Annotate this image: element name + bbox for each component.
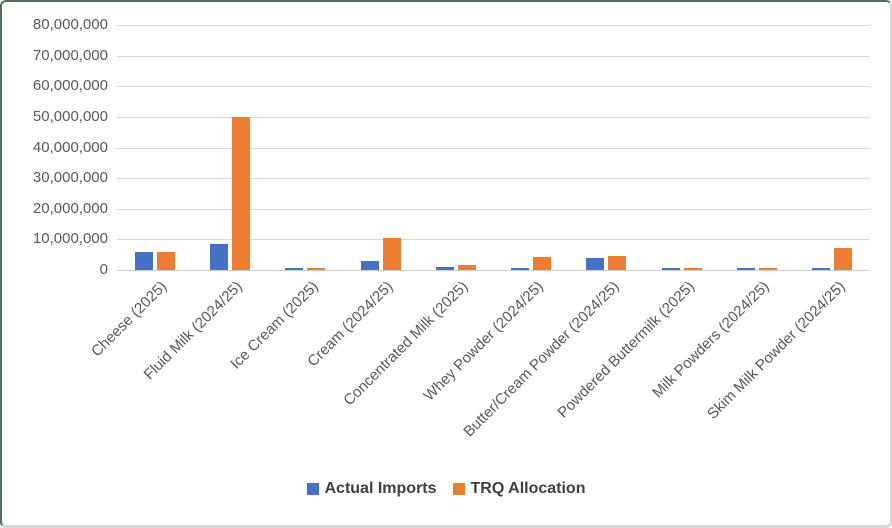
x-axis-label-text: Concentrated Milk (2025) [340,278,472,410]
bar-group [192,25,267,270]
bar-trq-allocation [683,267,702,270]
legend-label-actual-imports: Actual Imports [324,480,437,497]
y-tick-label: 40,000,000 [32,138,108,156]
legend-label-trq-allocation: TRQ Allocation [470,480,586,497]
gridline [117,116,870,118]
bar-actual-imports [209,243,228,270]
gridline [117,147,870,149]
x-axis-label-text: Butter/Cream Powder (2024/25) [460,278,623,441]
bar-actual-imports [285,267,304,270]
bar-actual-imports [134,251,153,270]
bar-group [719,25,794,270]
bar-actual-imports [586,257,605,270]
bar-trq-allocation [156,251,175,270]
bar-trq-allocation [533,256,552,270]
bar-trq-allocation [834,247,853,270]
gridline [117,55,870,57]
bar-group [795,25,870,270]
gridline [117,208,870,210]
x-axis-label-text: Powdered Buttermilk (2025) [554,278,698,422]
bar-actual-imports [511,267,530,270]
bar-actual-imports [360,261,379,270]
gridline [117,25,870,26]
bar-group [268,25,343,270]
legend-swatch-trq-allocation [452,483,465,495]
legend: Actual Imports TRQ Allocation [2,480,890,498]
bar-group [493,25,568,270]
bar-trq-allocation [608,255,627,270]
y-tick-label: 60,000,000 [32,77,108,95]
x-axis-line [117,270,870,271]
bar-trq-allocation [759,267,778,270]
bar-actual-imports [737,267,756,270]
y-tick-label: 30,000,000 [32,169,108,187]
bar-trq-allocation [231,116,250,270]
gridline [117,178,870,180]
bar-actual-imports [812,268,831,270]
x-axis-label-text: Cheese (2025) [88,278,171,361]
y-tick-label: 80,000,000 [32,16,108,33]
bar-actual-imports [435,267,454,270]
y-tick-label: 70,000,000 [32,46,108,64]
x-axis-label-text: Skim Milk Powder (2024/25) [703,278,849,423]
bar-group [418,25,493,270]
legend-item-actual-imports: Actual Imports [306,480,437,498]
y-tick-label: 10,000,000 [32,230,108,248]
plot-area [117,25,870,271]
bar-group [117,25,192,270]
bar-trq-allocation [382,237,401,270]
bar-groups [117,25,870,270]
bar-actual-imports [661,267,680,270]
y-tick-label: 0 [99,261,108,278]
bar-trq-allocation [457,265,476,270]
bar-group [569,25,644,270]
bar-group [644,25,719,270]
gridline [117,86,870,88]
bar-group [343,25,418,270]
y-tick-label: 20,000,000 [32,199,108,217]
y-tick-label: 50,000,000 [32,107,108,125]
legend-swatch-actual-imports [306,483,319,495]
legend-item-trq-allocation: TRQ Allocation [452,480,586,498]
gridline [117,239,870,241]
bar-trq-allocation [307,267,326,270]
